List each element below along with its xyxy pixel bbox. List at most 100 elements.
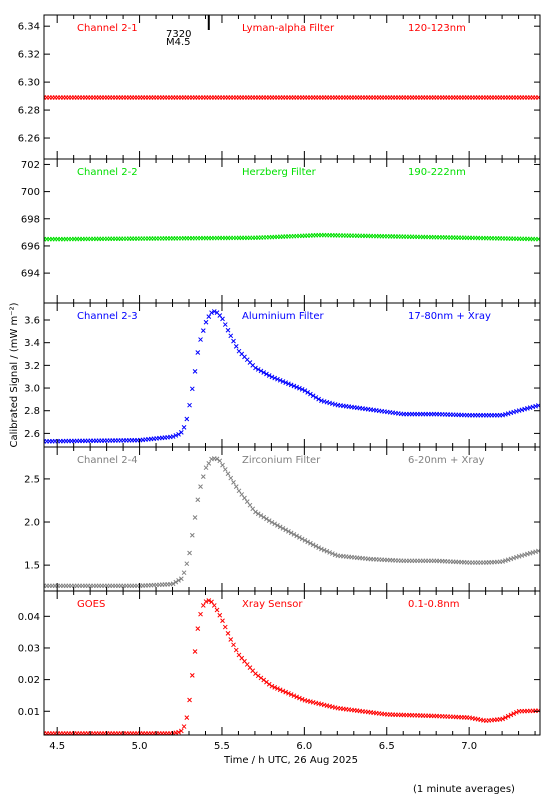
data-point — [242, 495, 247, 501]
data-point — [192, 515, 198, 520]
data-point — [508, 556, 514, 562]
data-point — [192, 649, 198, 654]
y-tick-label: 0.03 — [18, 643, 40, 654]
data-point — [192, 369, 198, 374]
data-point — [239, 492, 245, 497]
data-point — [505, 557, 511, 563]
panel-5: 0.01 0.02 0.03 0.04 GOES Xray Sensor 0.1-0.8nm — [18, 590, 541, 736]
y-tick-label: 700 — [21, 187, 40, 198]
data-point — [225, 327, 231, 333]
data-point — [280, 688, 286, 694]
data-point — [214, 456, 220, 462]
data-point — [514, 709, 519, 715]
data-point — [310, 393, 316, 399]
data-point — [297, 695, 302, 701]
data-point — [266, 518, 272, 523]
data-point — [222, 322, 228, 327]
data-point — [255, 511, 261, 517]
data-point — [294, 384, 300, 390]
data-point — [231, 642, 236, 648]
data-point — [253, 365, 258, 371]
data-point — [244, 499, 250, 504]
data-point — [316, 396, 321, 402]
data-point — [277, 524, 283, 530]
data-series — [44, 456, 540, 589]
data-point — [299, 696, 305, 702]
data-point — [217, 458, 223, 464]
y-tick-label: 696 — [21, 241, 40, 252]
y-axis-label: Calibrated Signal / (mW m⁻²) — [9, 302, 20, 447]
data-point — [225, 631, 231, 636]
data-point — [313, 395, 319, 400]
data-point — [189, 532, 195, 538]
data-point — [269, 374, 275, 380]
data-point — [178, 728, 184, 734]
data-point — [269, 519, 275, 525]
filter-label: Zirconium Filter — [242, 455, 321, 466]
data-point — [272, 521, 278, 527]
data-point — [280, 526, 286, 531]
y-tick-label: 0.02 — [18, 675, 40, 686]
filter-label: Aluminium Filter — [242, 311, 325, 322]
data-point — [503, 558, 508, 564]
data-point — [288, 530, 294, 536]
data-point — [231, 338, 236, 344]
y-tick-label: 3.6 — [24, 316, 40, 327]
data-point — [189, 673, 195, 678]
data-point — [173, 433, 179, 438]
data-point — [324, 548, 330, 554]
data-point — [217, 612, 223, 618]
data-point — [308, 540, 313, 546]
data-point — [294, 533, 300, 539]
data-point — [332, 552, 338, 558]
data-point — [233, 647, 239, 653]
data-point — [261, 370, 267, 375]
data-point — [305, 389, 311, 395]
y-tick-label: 2.5 — [24, 474, 40, 485]
data-point — [316, 545, 321, 550]
data-point — [198, 484, 203, 490]
y-tick-label: 0.01 — [18, 707, 40, 718]
filter-label: Herzberg Filter — [242, 167, 317, 178]
data-point — [280, 379, 286, 384]
band-label: 6-20nm + Xray — [408, 455, 485, 466]
panel-3: 2.6 2.8 3.0 3.2 3.4 3.6 Channel 2-3 Aluminium F… — [24, 302, 541, 448]
data-point — [503, 715, 508, 720]
data-point — [206, 314, 212, 319]
data-series — [44, 598, 540, 735]
flare-number-label: 7320 — [166, 29, 191, 40]
data-point — [514, 554, 519, 560]
data-point — [184, 715, 190, 720]
data-point — [231, 479, 236, 485]
data-point — [297, 385, 302, 391]
y-tick-label: 6.26 — [18, 134, 40, 145]
y-tick-label: 6.32 — [18, 50, 40, 61]
data-point — [228, 637, 234, 642]
data-point — [294, 694, 300, 700]
data-point — [170, 434, 176, 439]
data-series — [44, 95, 540, 100]
data-point — [272, 685, 278, 690]
data-point — [253, 509, 258, 515]
data-point — [220, 462, 225, 468]
y-tick-label: 694 — [21, 269, 40, 280]
y-tick-label: 6.34 — [18, 22, 40, 33]
data-point — [247, 502, 253, 508]
data-point — [302, 388, 308, 394]
data-point — [225, 471, 231, 477]
data-point — [181, 424, 187, 430]
data-point — [291, 532, 297, 537]
channel-label: Channel 2-1 — [77, 23, 138, 34]
data-point — [178, 430, 184, 435]
filter-label: Xray Sensor — [242, 599, 303, 610]
data-point — [319, 546, 324, 552]
data-point — [286, 529, 291, 534]
data-point — [173, 579, 179, 585]
data-point — [200, 474, 206, 479]
filter-label: Lyman-alpha Filter — [242, 23, 335, 34]
y-tick-label: 2.6 — [24, 429, 40, 440]
panels-group: 6.26 6.28 6.30 6.32 6.34 Channel 2-1 Lyman-alp… — [18, 14, 541, 752]
data-point — [327, 550, 332, 555]
panel-frame — [43, 302, 541, 448]
